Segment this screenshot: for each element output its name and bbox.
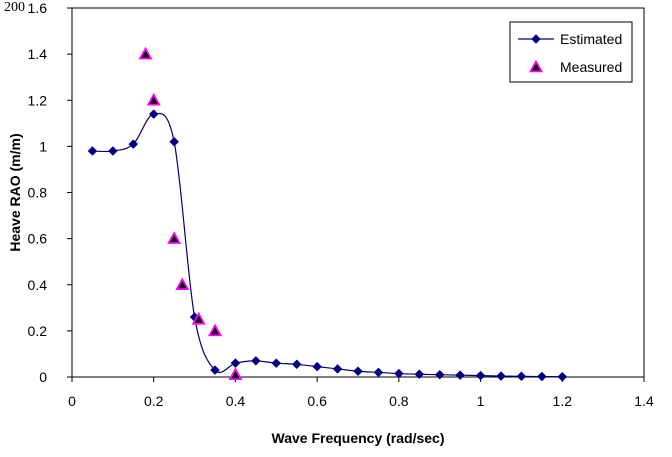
x-tick-label: 0.2 xyxy=(144,393,164,409)
legend-label: Estimated xyxy=(560,31,622,47)
y-tick-label: 0 xyxy=(39,369,47,385)
x-tick-label: 1.2 xyxy=(553,393,573,409)
x-tick-label: 1.4 xyxy=(634,393,654,409)
y-tick-label: 1.4 xyxy=(28,46,48,62)
x-axis-title: Wave Frequency (rad/sec) xyxy=(272,430,445,446)
y-axis-title: Heave RAO (m/m) xyxy=(7,133,23,251)
y-tick-label: 0.8 xyxy=(28,185,48,201)
x-tick-label: 0.6 xyxy=(307,393,327,409)
y-tick-label: 0.6 xyxy=(28,231,48,247)
x-tick-label: 0 xyxy=(68,393,76,409)
x-tick-label: 0.8 xyxy=(389,393,409,409)
x-tick-label: 1 xyxy=(477,393,485,409)
y-tick-label: 0.4 xyxy=(28,277,48,293)
legend: Estimated Measured xyxy=(510,22,632,82)
y-tick-label: 1.6 xyxy=(28,0,48,16)
y-tick-label: 1 xyxy=(39,138,47,154)
legend-label: Measured xyxy=(560,59,622,75)
y-tick-label: 1.2 xyxy=(28,92,48,108)
y-tick-label: 0.2 xyxy=(28,323,48,339)
x-tick-label: 0.4 xyxy=(226,393,246,409)
corner-text-fragment: , 200 xyxy=(0,0,25,15)
